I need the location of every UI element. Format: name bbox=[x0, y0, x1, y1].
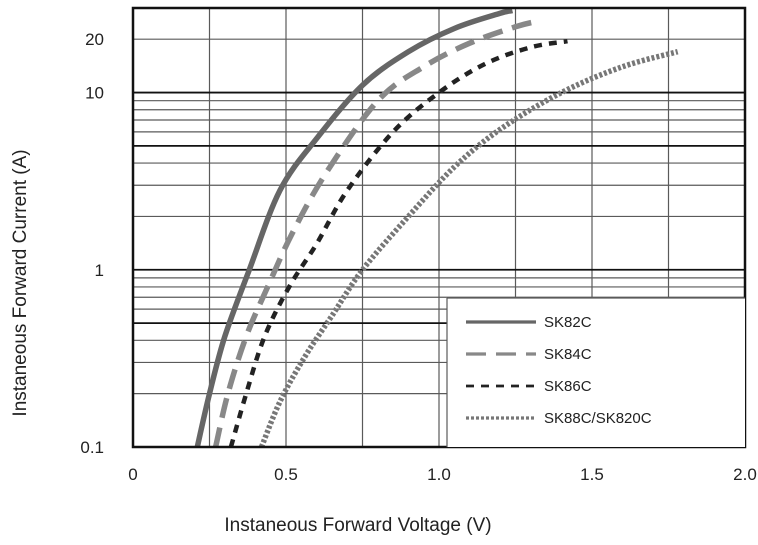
series-group bbox=[194, 7, 679, 449]
y-tick-labels: 0.1 1 10 20 bbox=[80, 30, 104, 457]
x-tick-labels: 0 0.5 1.0 1.5 2.0 bbox=[128, 465, 757, 484]
legend-label: SK82C bbox=[544, 314, 592, 331]
y-tick-label: 20 bbox=[85, 30, 104, 49]
y-tick-label: 1 bbox=[95, 261, 104, 280]
legend-label: SK88C/SK820C bbox=[544, 410, 652, 427]
y-tick-label: 0.1 bbox=[80, 438, 104, 457]
y-tick-label: 10 bbox=[85, 84, 104, 103]
series-line-sk88c-sk820c bbox=[258, 49, 679, 449]
x-tick-label: 0.5 bbox=[274, 465, 298, 484]
legend: SK82C SK84C SK86C SK88C/SK820C bbox=[446, 297, 745, 447]
x-tick-label: 1.5 bbox=[580, 465, 604, 484]
x-axis-label: Instaneous Forward Voltage (V) bbox=[224, 515, 491, 536]
series-line-sk84c bbox=[212, 19, 535, 448]
plot-frame bbox=[131, 6, 747, 449]
x-tick-label: 1.0 bbox=[427, 465, 451, 484]
x-tick-label: 2.0 bbox=[733, 465, 757, 484]
x-tick-label: 0 bbox=[128, 465, 137, 484]
legend-label: SK86C bbox=[544, 378, 592, 395]
legend-label: SK84C bbox=[544, 346, 592, 363]
y-axis-label: Instaneous Forward Current (A) bbox=[10, 149, 31, 416]
series-line-sk86c bbox=[228, 38, 568, 448]
series-line-sk82c bbox=[194, 7, 514, 448]
